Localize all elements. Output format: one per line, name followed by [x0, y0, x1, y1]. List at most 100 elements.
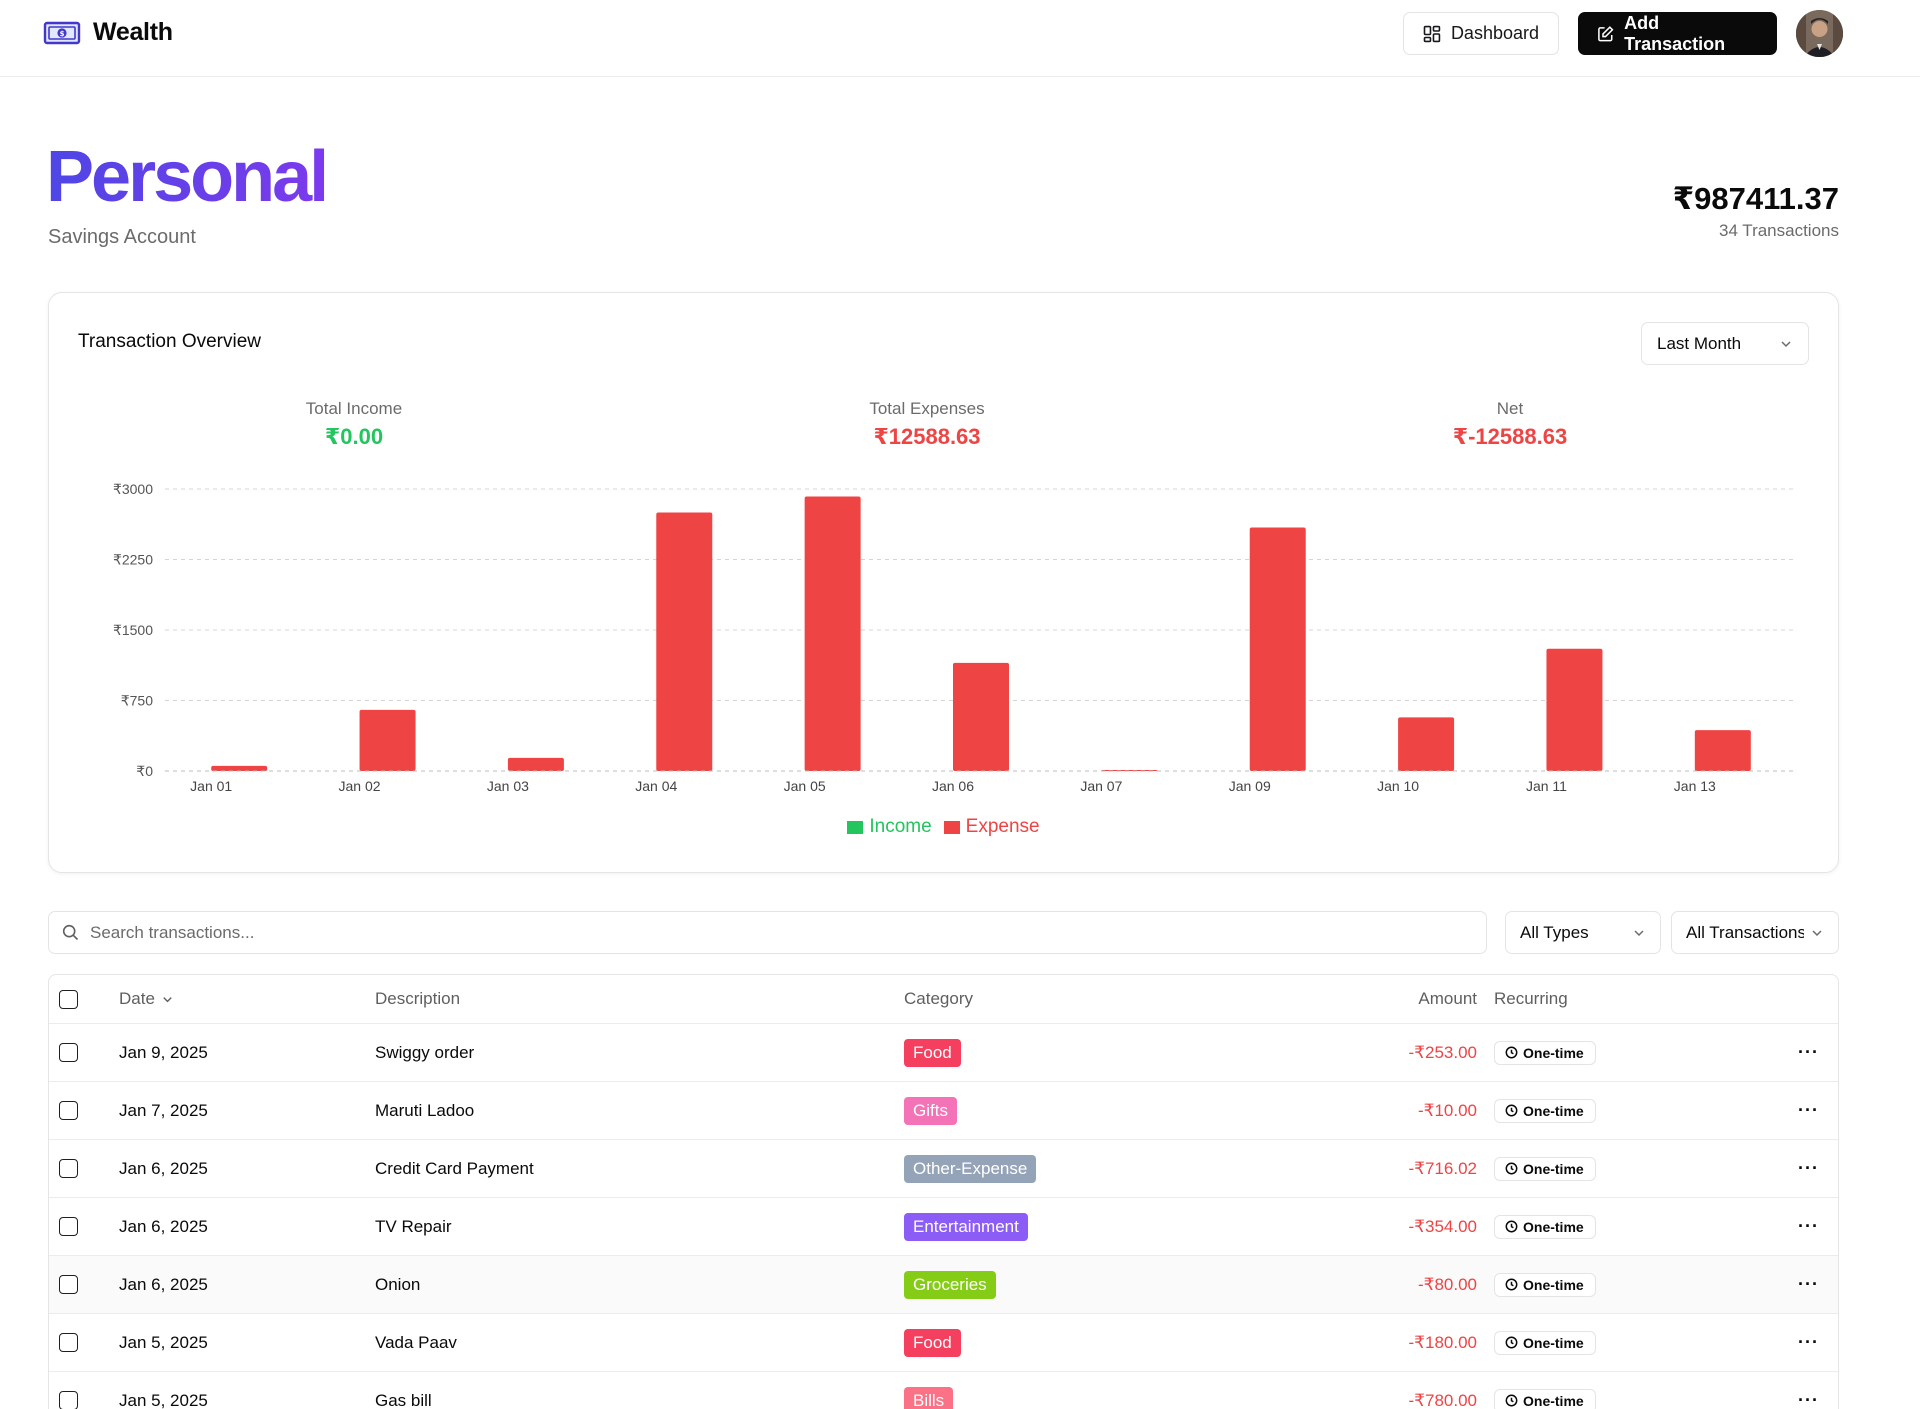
recurring-badge: One-time: [1494, 1272, 1596, 1297]
row-recurring-cell: One-time: [1494, 1256, 1596, 1313]
row-actions-cell: ···: [1798, 1082, 1819, 1139]
table-row[interactable]: Jan 5, 2025 Gas bill Bills -₹780.00 One-time…: [49, 1372, 1838, 1409]
recurring-filter-select[interactable]: All Transactions: [1671, 911, 1839, 954]
total-expenses-stat: Total Expenses ₹12588.63: [777, 399, 1077, 450]
row-checkbox[interactable]: [59, 1391, 78, 1409]
row-recurring-cell: One-time: [1494, 1024, 1596, 1081]
select-all-cell: [59, 975, 78, 1023]
chart-legend: Income Expense: [49, 816, 1838, 838]
row-checkbox[interactable]: [59, 1275, 78, 1294]
row-date: Jan 6, 2025: [119, 1274, 208, 1294]
legend-income[interactable]: Income: [847, 816, 932, 838]
row-actions-cell: ···: [1798, 1314, 1819, 1371]
clock-icon: [1505, 1336, 1518, 1349]
table-row[interactable]: Jan 6, 2025 Credit Card Payment Other-Expe…: [49, 1140, 1838, 1198]
recurring-label: One-time: [1523, 1334, 1584, 1351]
recurring-label: One-time: [1523, 1218, 1584, 1235]
type-filter-value: All Types: [1520, 922, 1589, 942]
x-tick-label: Jan 13: [1674, 778, 1716, 794]
row-category-cell: Bills: [904, 1372, 954, 1409]
period-select[interactable]: Last Month: [1641, 322, 1809, 365]
more-actions-icon[interactable]: ···: [1798, 1042, 1819, 1062]
search-bar: [48, 911, 1487, 954]
money-logo-icon: $: [43, 21, 81, 44]
x-tick-label: Jan 02: [339, 778, 381, 794]
legend-expense[interactable]: Expense: [943, 816, 1040, 838]
recurring-filter-value: All Transactions: [1686, 922, 1804, 942]
expense-bar: [953, 662, 1009, 771]
row-category-cell: Other-Expense: [904, 1140, 1037, 1197]
search-icon: [62, 924, 79, 941]
row-checkbox[interactable]: [59, 1043, 78, 1062]
more-actions-icon[interactable]: ···: [1798, 1332, 1819, 1352]
row-amount: -₹180.00: [1408, 1332, 1477, 1352]
category-badge: Food: [904, 1328, 961, 1357]
row-amount: -₹10.00: [1417, 1100, 1477, 1120]
overview-title: Transaction Overview: [78, 331, 262, 352]
recurring-label: One-time: [1523, 1044, 1584, 1061]
type-filter-select[interactable]: All Types: [1505, 911, 1661, 954]
recurring-label: One-time: [1523, 1102, 1584, 1119]
account-type: Savings Account: [48, 226, 196, 248]
table-row[interactable]: Jan 6, 2025 TV Repair Entertainment -₹354.0…: [49, 1198, 1838, 1256]
brand-name: Wealth: [93, 18, 173, 46]
clock-icon: [1505, 1278, 1518, 1291]
row-date: Jan 5, 2025: [119, 1390, 208, 1409]
table-row[interactable]: Jan 6, 2025 Onion Groceries -₹80.00 One-time…: [49, 1256, 1838, 1314]
recurring-label: One-time: [1523, 1392, 1584, 1409]
row-recurring-cell: One-time: [1494, 1082, 1596, 1139]
y-tick-label: ₹2250: [113, 552, 153, 568]
recurring-badge: One-time: [1494, 1098, 1596, 1123]
row-amount: -₹253.00: [1408, 1042, 1477, 1062]
add-transaction-button[interactable]: Add Transaction: [1578, 12, 1777, 55]
category-column-header: Category: [904, 989, 973, 1008]
legend-income-label: Income: [869, 816, 932, 837]
chevron-down-icon: [163, 996, 172, 1002]
row-checkbox[interactable]: [59, 1159, 78, 1178]
transaction-overview-card: Transaction Overview Last Month Total In…: [48, 292, 1839, 873]
expense-bar: [507, 757, 564, 771]
expense-bar: [1249, 527, 1306, 771]
row-select-cell: [59, 1024, 78, 1081]
table-row[interactable]: Jan 5, 2025 Vada Paav Food -₹180.00 One-time…: [49, 1314, 1838, 1372]
x-tick-label: Jan 01: [190, 778, 232, 794]
more-actions-icon[interactable]: ···: [1798, 1274, 1819, 1294]
x-tick-label: Jan 10: [1377, 778, 1419, 794]
table-row[interactable]: Jan 9, 2025 Swiggy order Food -₹253.00 One-t…: [49, 1024, 1838, 1082]
table-row[interactable]: Jan 7, 2025 Maruti Ladoo Gifts -₹10.00 One-t…: [49, 1082, 1838, 1140]
row-checkbox[interactable]: [59, 1101, 78, 1120]
search-input[interactable]: [90, 922, 1470, 943]
row-amount: -₹354.00: [1408, 1216, 1477, 1236]
row-description: TV Repair: [375, 1216, 452, 1236]
total-income-value: ₹0.00: [324, 424, 384, 449]
clock-icon: [1505, 1104, 1518, 1117]
row-checkbox[interactable]: [59, 1333, 78, 1352]
row-category-cell: Food: [904, 1024, 961, 1081]
select-all-checkbox[interactable]: [59, 989, 78, 1009]
clock-icon: [1505, 1220, 1518, 1233]
dashboard-button[interactable]: Dashboard: [1403, 12, 1559, 55]
row-checkbox[interactable]: [59, 1217, 78, 1236]
account-name: Personal: [46, 137, 329, 217]
more-actions-icon[interactable]: ···: [1798, 1390, 1819, 1409]
expense-bar: [1398, 717, 1455, 771]
category-badge: Groceries: [904, 1270, 996, 1299]
row-actions-cell: ···: [1798, 1256, 1819, 1313]
user-avatar[interactable]: [1796, 10, 1843, 57]
total-income-label: Total Income: [305, 399, 403, 418]
recurring-badge: One-time: [1494, 1214, 1596, 1239]
more-actions-icon[interactable]: ···: [1798, 1216, 1819, 1236]
x-tick-label: Jan 06: [932, 778, 974, 794]
row-date: Jan 5, 2025: [119, 1332, 208, 1352]
more-actions-icon[interactable]: ···: [1798, 1100, 1819, 1120]
row-description: Credit Card Payment: [375, 1158, 534, 1178]
more-actions-icon[interactable]: ···: [1798, 1158, 1819, 1178]
transactions-table: Date Description Category Amount Recurri…: [48, 974, 1839, 1409]
row-amount: -₹80.00: [1417, 1274, 1477, 1294]
row-recurring-cell: One-time: [1494, 1198, 1596, 1255]
net-label: Net: [1496, 399, 1524, 418]
brand[interactable]: $ Wealth: [43, 18, 173, 47]
category-badge: Gifts: [904, 1096, 957, 1125]
date-column-header[interactable]: Date: [119, 975, 174, 1023]
y-tick-label: ₹0: [136, 763, 153, 779]
